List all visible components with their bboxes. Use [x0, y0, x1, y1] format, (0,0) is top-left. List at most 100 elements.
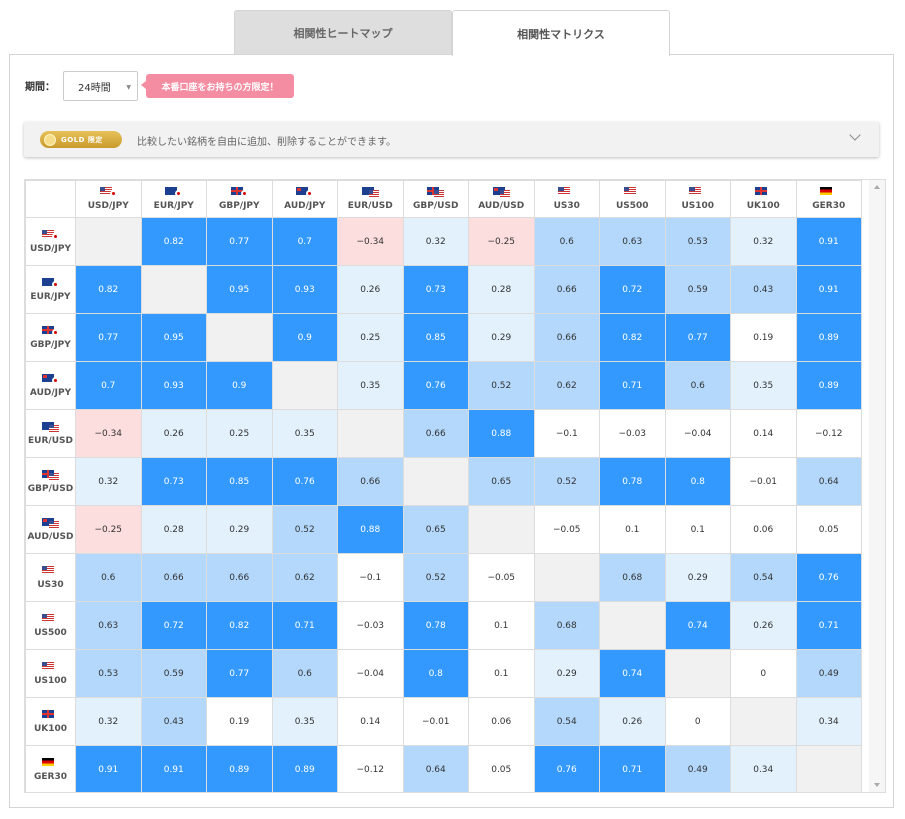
- matrix-cell: 0.53: [75, 649, 142, 698]
- matrix-cell-diagonal: [75, 217, 142, 266]
- matrix-cell: 0.29: [468, 313, 535, 362]
- period-label: 期間：: [25, 82, 55, 93]
- matrix-row: US100 0.53 0.59 0.77 0.6 −0.04 0.8 0.1 0.29 0.74 0…: [25, 649, 862, 698]
- gold-description: 比較したい銘柄を自由に追加、削除することができます。: [137, 137, 396, 148]
- matrix-cell: −0.25: [75, 505, 142, 554]
- matrix-cell: 0.34: [795, 697, 862, 746]
- chevron-down-icon: ▼: [126, 84, 131, 91]
- matrix-cell: 0.7: [75, 361, 142, 410]
- matrix-cell: 0.6: [271, 649, 338, 698]
- matrix-cell: 0.77: [206, 217, 273, 266]
- matrix-cell-diagonal: [730, 697, 797, 746]
- column-header-label: UK100: [746, 201, 780, 211]
- us-flag-icon: [42, 661, 59, 673]
- matrix-cell: 0.26: [337, 265, 404, 314]
- matrix-cell: 0: [664, 697, 731, 746]
- matrix-cell-diagonal: [468, 505, 535, 554]
- vertical-scrollbar[interactable]: [869, 180, 885, 792]
- matrix-cell: 0.91: [75, 745, 142, 792]
- matrix-cell: 0.88: [337, 505, 404, 554]
- matrix-cell: 0.74: [664, 601, 731, 650]
- de-flag-icon: [820, 187, 837, 198]
- matrix-cell: 0.89: [795, 361, 862, 410]
- row-header-label: GER30: [34, 771, 67, 782]
- us-flag-icon: [42, 613, 59, 625]
- scroll-up-icon[interactable]: [874, 185, 880, 189]
- column-header: UK100: [730, 180, 797, 218]
- matrix-cell: 0.19: [730, 313, 797, 362]
- row-header: GBP/USD: [25, 457, 76, 506]
- matrix-cell: 0.52: [468, 361, 535, 410]
- matrix-row: UK100 0.32 0.43 0.19 0.35 0.14 −0.01 0.06 0.54 0.…: [25, 697, 862, 746]
- matrix-cell: 0.91: [140, 745, 207, 792]
- chevron-down-icon[interactable]: [849, 129, 861, 141]
- row-header-label: AUD/JPY: [29, 387, 72, 398]
- matrix-cell: 0: [730, 649, 797, 698]
- au-jp-flag-icon: [296, 187, 314, 198]
- matrix-cell: 0.6: [664, 361, 731, 410]
- column-header-label: EUR/JPY: [153, 201, 194, 211]
- row-header: GBP/JPY: [25, 313, 76, 362]
- tab-matrix[interactable]: 相関性マトリクス: [452, 10, 670, 56]
- matrix-row: US500 0.63 0.72 0.82 0.71 −0.03 0.78 0.1 0.68 0.7…: [25, 601, 862, 650]
- matrix-cell: 0.32: [402, 217, 469, 266]
- matrix-cell-diagonal: [533, 553, 600, 602]
- row-header: US100: [25, 649, 76, 698]
- eu-us-flag-icon: [42, 421, 59, 433]
- matrix-cell: 0.53: [664, 217, 731, 266]
- matrix-cell: −0.12: [795, 409, 862, 458]
- matrix-cell-diagonal: [337, 409, 404, 458]
- tab-heatmap[interactable]: 相関性ヒートマップ: [234, 10, 452, 55]
- eu-us-flag-icon: [361, 187, 379, 198]
- matrix-cell: 0.72: [599, 265, 666, 314]
- matrix-row: US30 0.6 0.66 0.66 0.62 −0.1 0.52 −0.05 0.68 0.29…: [25, 553, 862, 602]
- matrix-cell: 0.32: [730, 217, 797, 266]
- matrix-cell: 0.66: [140, 553, 207, 602]
- column-header: AUD/JPY: [271, 180, 338, 218]
- matrix-cell: 0.71: [599, 745, 666, 792]
- matrix-row: GBP/USD 0.32 0.73 0.85 0.76 0.66 0.65 0.52 0.78 0…: [25, 457, 862, 506]
- uk-us-flag-icon: [427, 187, 445, 198]
- matrix-cell: 0.54: [730, 553, 797, 602]
- column-header-label: AUD/USD: [478, 201, 525, 211]
- matrix-cell-diagonal: [140, 265, 207, 314]
- matrix-row: EUR/JPY 0.82 0.95 0.93 0.26 0.73 0.28 0.66 0.72 0…: [25, 265, 862, 314]
- matrix-cell: 0.73: [402, 265, 469, 314]
- column-header-label: EUR/USD: [347, 201, 393, 211]
- period-select[interactable]: 24時間 ▼: [63, 71, 138, 101]
- matrix-cell: 0.93: [140, 361, 207, 410]
- matrix-cell: 0.76: [795, 553, 862, 602]
- matrix-cell: 0.35: [271, 409, 338, 458]
- tab-bar: 相関性ヒートマップ 相関性マトリクス: [234, 10, 670, 56]
- row-header-label: US100: [34, 675, 67, 686]
- matrix-cell-diagonal: [402, 457, 469, 506]
- row-header: US500: [25, 601, 76, 650]
- matrix-row: AUD/USD −0.25 0.28 0.29 0.52 0.88 0.65 −0.05 0.1…: [25, 505, 862, 554]
- matrix-cell: −0.1: [337, 553, 404, 602]
- matrix-panel: 期間： 24時間 ▼ 本番口座をお持ちの方限定！ GOLD 限定 比較したい銘柄…: [9, 54, 894, 808]
- eu-jp-flag-icon: [165, 187, 183, 198]
- row-header: UK100: [25, 697, 76, 746]
- matrix-cell: −0.05: [468, 553, 535, 602]
- matrix-cell: 0.6: [533, 217, 600, 266]
- matrix-cell: 0.43: [730, 265, 797, 314]
- matrix-cell: 0.63: [75, 601, 142, 650]
- matrix-cell: −0.01: [402, 697, 469, 746]
- matrix-cell: 0.62: [533, 361, 600, 410]
- matrix-cell-diagonal: [206, 313, 273, 362]
- matrix-cell: 0.05: [468, 745, 535, 792]
- matrix-cell: 0.95: [206, 265, 273, 314]
- matrix-cell: 0.62: [271, 553, 338, 602]
- uk-jp-flag-icon: [42, 325, 59, 337]
- gold-badge: GOLD 限定: [40, 131, 122, 148]
- scroll-down-icon[interactable]: [874, 783, 880, 787]
- row-header-label: USD/JPY: [29, 243, 71, 254]
- matrix-cell: 0.26: [730, 601, 797, 650]
- row-header-label: EUR/USD: [28, 435, 73, 446]
- matrix-cell: 0.71: [599, 361, 666, 410]
- correlation-table: USD/JPY EUR/JPY GBP/JPY AUD/JPY EUR/USD GBP/U…: [25, 180, 862, 792]
- row-header-label: EUR/JPY: [30, 291, 71, 302]
- column-header-label: GER30: [812, 201, 846, 211]
- matrix-cell: 0.43: [140, 697, 207, 746]
- gold-feature-bar[interactable]: GOLD 限定 比較したい銘柄を自由に追加、削除することができます。: [24, 122, 879, 157]
